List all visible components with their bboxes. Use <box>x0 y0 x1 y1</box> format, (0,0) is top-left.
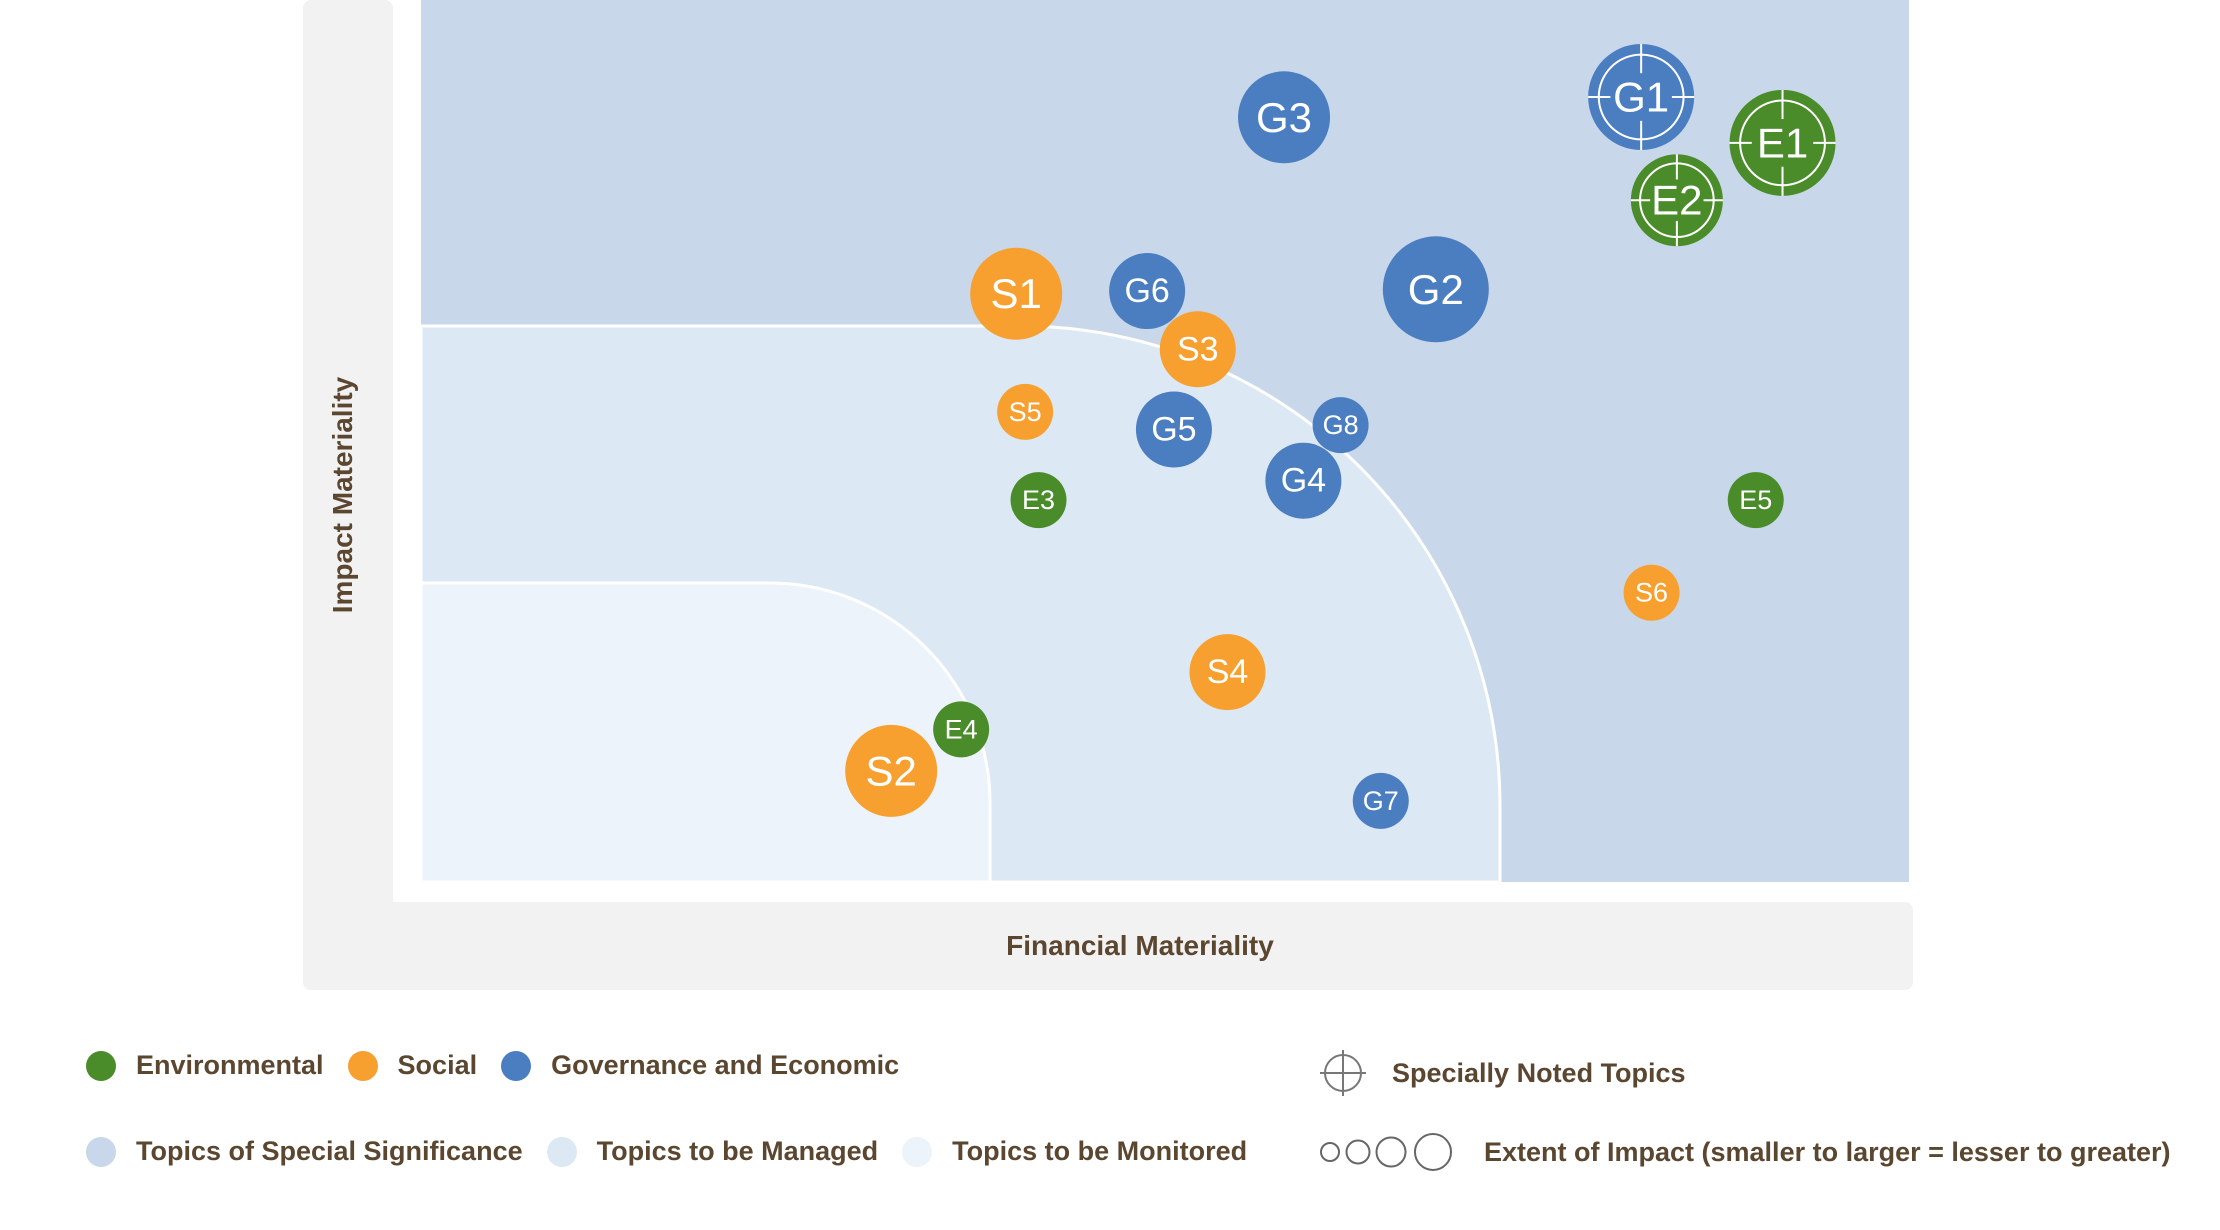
legend-zone-0: Topics of Special Significance <box>86 1136 523 1167</box>
data-point-s5[interactable]: S5 <box>997 383 1054 440</box>
crosshair-icon <box>1320 1050 1366 1096</box>
legend-special-noted: Specially Noted Topics <box>1318 1048 1686 1098</box>
legend-label: Governance and Economic <box>551 1050 900 1080</box>
legend-categories: Environmental Social Governance and Econom… <box>86 1050 923 1081</box>
legend-swatch <box>347 1050 378 1081</box>
data-point-s1[interactable]: S1 <box>970 247 1063 340</box>
data-point-g3[interactable]: G3 <box>1238 71 1331 164</box>
point-label: S6 <box>1635 578 1668 608</box>
legend-label: Topics of Special Significance <box>136 1136 523 1166</box>
point-label: G3 <box>1256 94 1312 141</box>
point-circle <box>933 701 990 758</box>
point-circle <box>1312 397 1369 454</box>
data-point-g1[interactable]: G1 <box>1588 44 1695 151</box>
x-axis-band <box>303 902 1913 990</box>
point-circle <box>1265 442 1342 519</box>
point-label: G4 <box>1281 462 1326 500</box>
point-circle <box>1159 311 1236 388</box>
legend-swatch <box>546 1136 577 1167</box>
legend-zone-2: Topics to be Monitored <box>902 1136 1247 1167</box>
legend-label: Topics to be Monitored <box>952 1136 1248 1166</box>
data-point-e3[interactable]: E3 <box>1010 472 1067 529</box>
point-circle <box>1382 236 1489 343</box>
data-point-s3[interactable]: S3 <box>1159 311 1236 388</box>
extent-circles-icon <box>1320 1133 1452 1171</box>
crosshair-icon <box>1630 154 1723 247</box>
legend-swatch <box>86 1050 116 1081</box>
y-axis-label: Impact Materiality <box>327 376 358 613</box>
zone-monitored <box>419 581 992 884</box>
legend-category-0: Environmental <box>86 1050 324 1081</box>
point-label: E3 <box>1022 485 1055 515</box>
point-label: G8 <box>1323 410 1359 440</box>
legend-category-2: Governance and Economic <box>501 1050 899 1081</box>
point-circle <box>1729 89 1836 196</box>
data-point-g6[interactable]: G6 <box>1109 253 1186 330</box>
legend-zone-1: Topics to be Managed <box>546 1136 879 1167</box>
data-point-e5[interactable]: E5 <box>1727 472 1784 529</box>
point-label: G7 <box>1363 786 1399 816</box>
point-circle <box>845 724 938 817</box>
point-label: G1 <box>1613 74 1669 121</box>
data-point-e1[interactable]: E1 <box>1729 89 1836 196</box>
point-circle <box>1135 391 1212 468</box>
legend-swatch <box>902 1136 933 1167</box>
point-label: S5 <box>1009 397 1042 427</box>
point-label: E2 <box>1651 177 1702 224</box>
point-circle <box>1588 44 1695 151</box>
point-circle <box>1010 472 1067 529</box>
point-label: G5 <box>1151 411 1196 449</box>
crosshair-icon <box>1729 89 1836 196</box>
point-circle <box>1109 253 1186 330</box>
point-circle <box>1352 772 1409 829</box>
data-point-s6[interactable]: S6 <box>1623 564 1680 621</box>
crosshair-icon <box>1588 44 1695 151</box>
data-point-g8[interactable]: G8 <box>1312 397 1369 454</box>
zones-layer <box>419 0 1909 884</box>
point-label: S4 <box>1207 653 1249 691</box>
point-label: E4 <box>945 714 978 744</box>
legend-swatch <box>86 1136 116 1167</box>
legend-category-1: Social <box>347 1050 478 1081</box>
data-point-g4[interactable]: G4 <box>1265 442 1342 519</box>
data-point-s2[interactable]: S2 <box>845 724 938 817</box>
legend-extent: Extent of Impact (smaller to larger = le… <box>1318 1132 2170 1172</box>
legend-swatch <box>501 1050 532 1081</box>
point-label: G6 <box>1124 272 1169 310</box>
data-point-g2[interactable]: G2 <box>1382 236 1489 343</box>
legend-extent-label: Extent of Impact (smaller to larger = le… <box>1484 1136 2171 1167</box>
point-circle <box>1727 472 1784 529</box>
legend-label: Social <box>397 1050 478 1080</box>
point-label: S2 <box>866 747 917 794</box>
point-circle <box>1189 634 1266 711</box>
data-point-e4[interactable]: E4 <box>933 701 990 758</box>
y-axis-band <box>303 0 393 990</box>
legend-zones: Topics of Special Significance Topics to … <box>86 1136 1271 1167</box>
point-label: E1 <box>1757 119 1808 166</box>
data-point-g5[interactable]: G5 <box>1135 391 1212 468</box>
legend-label: Topics to be Managed <box>596 1136 879 1166</box>
point-label: S3 <box>1177 330 1219 368</box>
point-circle <box>997 383 1054 440</box>
data-point-g7[interactable]: G7 <box>1352 772 1409 829</box>
point-circle <box>1623 564 1680 621</box>
point-circle <box>1238 71 1331 164</box>
x-axis-label: Financial Materiality <box>1006 930 1274 961</box>
data-point-e2[interactable]: E2 <box>1630 154 1723 247</box>
point-circle <box>1630 154 1723 247</box>
point-circle <box>970 247 1063 340</box>
point-label: S1 <box>991 270 1042 317</box>
data-point-s4[interactable]: S4 <box>1189 634 1266 711</box>
point-label: G2 <box>1408 266 1464 313</box>
legend-special-noted-label: Specially Noted Topics <box>1392 1057 1686 1088</box>
legend-label: Environmental <box>136 1050 324 1080</box>
point-label: E5 <box>1739 485 1772 515</box>
